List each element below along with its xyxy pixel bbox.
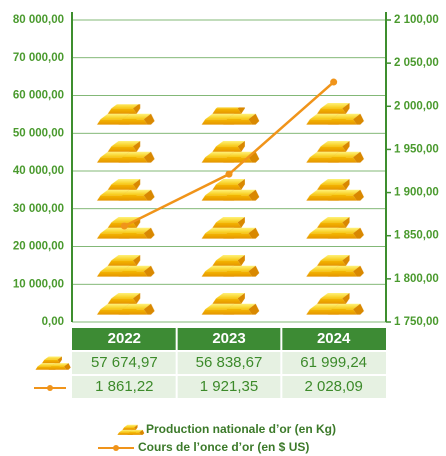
gold-icon <box>35 356 71 370</box>
table-row <box>72 376 386 398</box>
line-icon-dot <box>113 445 119 451</box>
legend-label: Cours de l’once d’or (en $ US) <box>138 440 309 454</box>
table-value: 1 861,22 <box>95 378 153 395</box>
table-value: 56 838,67 <box>196 354 263 371</box>
bar <box>281 87 386 322</box>
point <box>120 222 128 230</box>
y2-tick-label: 1 900,00 <box>394 187 439 199</box>
y-tick-label: 30 000,00 <box>13 203 64 215</box>
bar <box>176 107 282 322</box>
x-tick-label: 2023 <box>212 330 245 347</box>
y-tick-label: 80 000,00 <box>13 14 64 26</box>
point <box>225 170 233 178</box>
y2-tick-label: 2 050,00 <box>394 57 439 69</box>
x-tick-label: 2022 <box>108 330 141 347</box>
y2-tick-label: 2 000,00 <box>394 100 439 112</box>
x-tick-label: 2024 <box>317 330 351 347</box>
table-row <box>72 352 386 374</box>
y2-tick-label: 1 950,00 <box>394 143 439 155</box>
y-tick-label: 70 000,00 <box>13 52 64 64</box>
point <box>330 78 338 86</box>
line-icon-dot <box>47 385 53 391</box>
y-tick-label: 20 000,00 <box>13 241 64 253</box>
table-value: 61 999,24 <box>300 354 367 371</box>
y-tick-label: 40 000,00 <box>13 165 64 177</box>
gold-icon <box>117 424 145 435</box>
y2-tick-label: 2 100,00 <box>394 14 439 26</box>
table-value: 57 674,97 <box>91 354 158 371</box>
table-header <box>72 328 386 350</box>
y-tick-label: 0,00 <box>42 316 64 328</box>
y-tick-label: 50 000,00 <box>13 127 64 139</box>
table-value: 1 921,35 <box>200 378 258 395</box>
y2-tick-label: 1 800,00 <box>394 273 439 285</box>
legend-label: Production nationale d’or (en Kg) <box>146 422 336 436</box>
y2-tick-label: 1 750,00 <box>394 316 439 328</box>
bar <box>72 104 177 323</box>
table-value: 2 028,09 <box>304 378 362 395</box>
y-tick-label: 60 000,00 <box>13 90 64 102</box>
y-tick-label: 10 000,00 <box>13 278 64 290</box>
y2-tick-label: 1 850,00 <box>394 230 439 242</box>
